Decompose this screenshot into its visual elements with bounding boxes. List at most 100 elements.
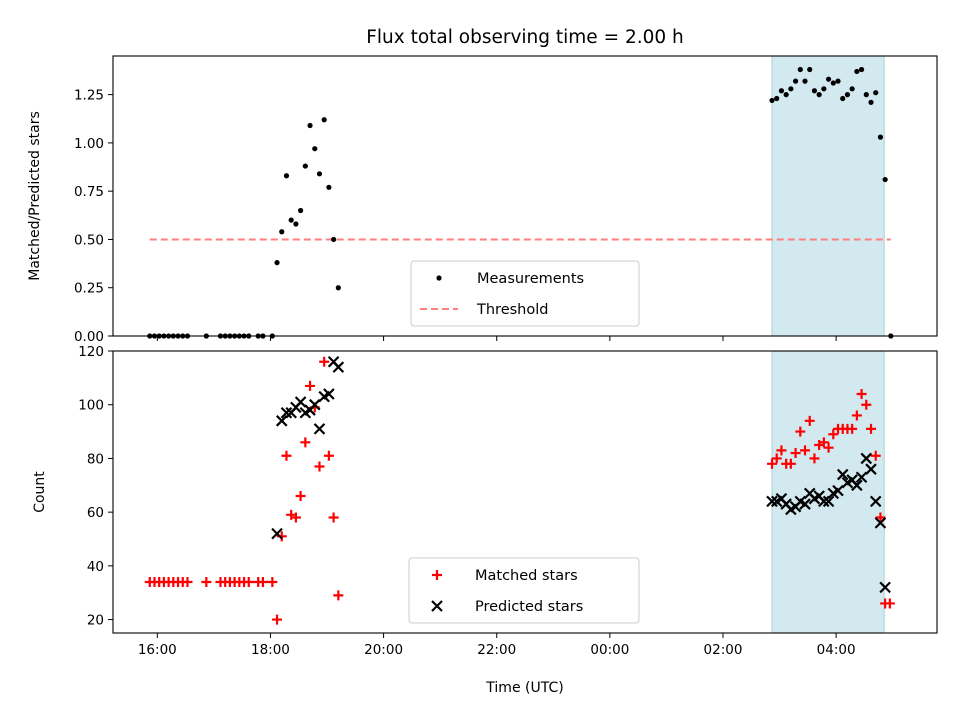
data-point — [321, 117, 327, 123]
data-point — [844, 92, 851, 98]
bottom-legend: Matched stars Predicted stars — [408, 557, 640, 624]
data-point — [776, 445, 787, 456]
data-point — [333, 590, 344, 601]
data-point — [281, 450, 292, 461]
bottom-panel-counts: 16:00 18:00 20:00 22:00 00:00 02:00 04:00 20 40 6… — [32, 344, 938, 658]
data-point — [868, 99, 874, 105]
data-point — [326, 184, 332, 190]
data-point — [271, 527, 283, 540]
data-point — [280, 406, 293, 419]
legend-marker — [432, 570, 442, 580]
legend-box — [408, 557, 640, 624]
data-point — [312, 146, 318, 152]
x-tick-label: 22:00 — [477, 642, 516, 658]
y-tick-label: 1.25 — [74, 88, 104, 104]
data-point — [807, 66, 813, 73]
data-point — [875, 512, 886, 523]
y-tick-label: 60 — [87, 505, 104, 521]
data-point — [869, 495, 882, 508]
data-point — [305, 380, 316, 391]
top-legend: Measurements Threshold — [410, 260, 640, 327]
x-tick-label: 04:00 — [817, 642, 856, 658]
data-point — [870, 450, 881, 461]
data-point — [851, 479, 863, 492]
data-point — [797, 66, 803, 73]
data-point — [818, 437, 829, 448]
y-tick-label: 0.50 — [74, 232, 104, 248]
data-point — [874, 517, 887, 529]
data-point — [809, 453, 820, 464]
data-point — [861, 399, 872, 410]
data-point — [863, 92, 869, 98]
data-point — [835, 78, 841, 84]
y-tick-label: 0.75 — [74, 184, 104, 200]
data-point — [294, 396, 307, 408]
data-point — [307, 122, 313, 129]
data-point — [822, 495, 835, 508]
y-tick-label: 100 — [78, 398, 104, 414]
data-point — [840, 95, 846, 102]
series-matched-stars — [144, 356, 895, 625]
y-tick-label: 0.00 — [74, 329, 104, 345]
data-point — [778, 88, 785, 94]
data-point — [849, 86, 855, 92]
bottom-axes-frame — [112, 350, 938, 634]
data-point — [800, 445, 811, 456]
data-point — [811, 88, 818, 94]
data-point — [884, 598, 895, 609]
y-tick-label: 120 — [78, 344, 104, 360]
bottom-y-axis-label: Count — [32, 471, 48, 513]
data-point — [319, 356, 330, 367]
x-tick-label: 00:00 — [590, 642, 629, 658]
data-point — [825, 76, 832, 82]
top-observing-window-shade — [771, 55, 885, 337]
data-point — [818, 495, 830, 508]
data-point — [873, 90, 879, 96]
y-tick-label: 80 — [87, 451, 104, 467]
data-point — [201, 576, 212, 587]
bottom-observing-window-shade — [771, 350, 885, 634]
data-point — [279, 229, 285, 235]
legend-marker — [431, 600, 443, 612]
series-measurements — [147, 66, 894, 339]
data-point — [275, 415, 288, 427]
data-point — [879, 581, 891, 594]
data-point — [288, 217, 294, 223]
legend-marker — [436, 275, 442, 281]
data-point — [767, 458, 778, 469]
y-tick-label: 40 — [87, 559, 104, 575]
data-point — [290, 512, 301, 523]
data-point — [295, 491, 306, 502]
data-point — [858, 66, 865, 73]
data-point — [771, 453, 782, 464]
data-point — [804, 415, 815, 426]
x-tick-label: 18:00 — [251, 642, 290, 658]
data-point — [851, 410, 862, 421]
data-point — [769, 97, 775, 104]
legend-label: Threshold — [476, 302, 548, 318]
data-point — [830, 80, 836, 86]
data-point — [877, 134, 884, 140]
data-point — [335, 285, 341, 291]
data-point — [331, 236, 337, 243]
x-tick-label: 16:00 — [138, 642, 177, 658]
data-point — [308, 398, 321, 411]
data-point — [323, 388, 335, 400]
data-point — [298, 207, 304, 214]
data-point — [799, 498, 811, 510]
data-point — [302, 163, 308, 169]
data-point — [832, 484, 844, 497]
y-tick-label: 20 — [87, 613, 104, 629]
x-axis-label: Time (UTC) — [485, 680, 563, 696]
data-point — [332, 361, 345, 373]
data-point — [882, 176, 888, 183]
data-point — [316, 171, 323, 177]
data-point — [328, 512, 339, 523]
x-tick-label: 02:00 — [704, 642, 743, 658]
data-point — [323, 450, 334, 461]
data-point — [816, 92, 822, 98]
y-tick-label: 1.00 — [74, 136, 104, 152]
y-tick-label: 0.25 — [74, 281, 104, 297]
data-point — [274, 260, 280, 266]
